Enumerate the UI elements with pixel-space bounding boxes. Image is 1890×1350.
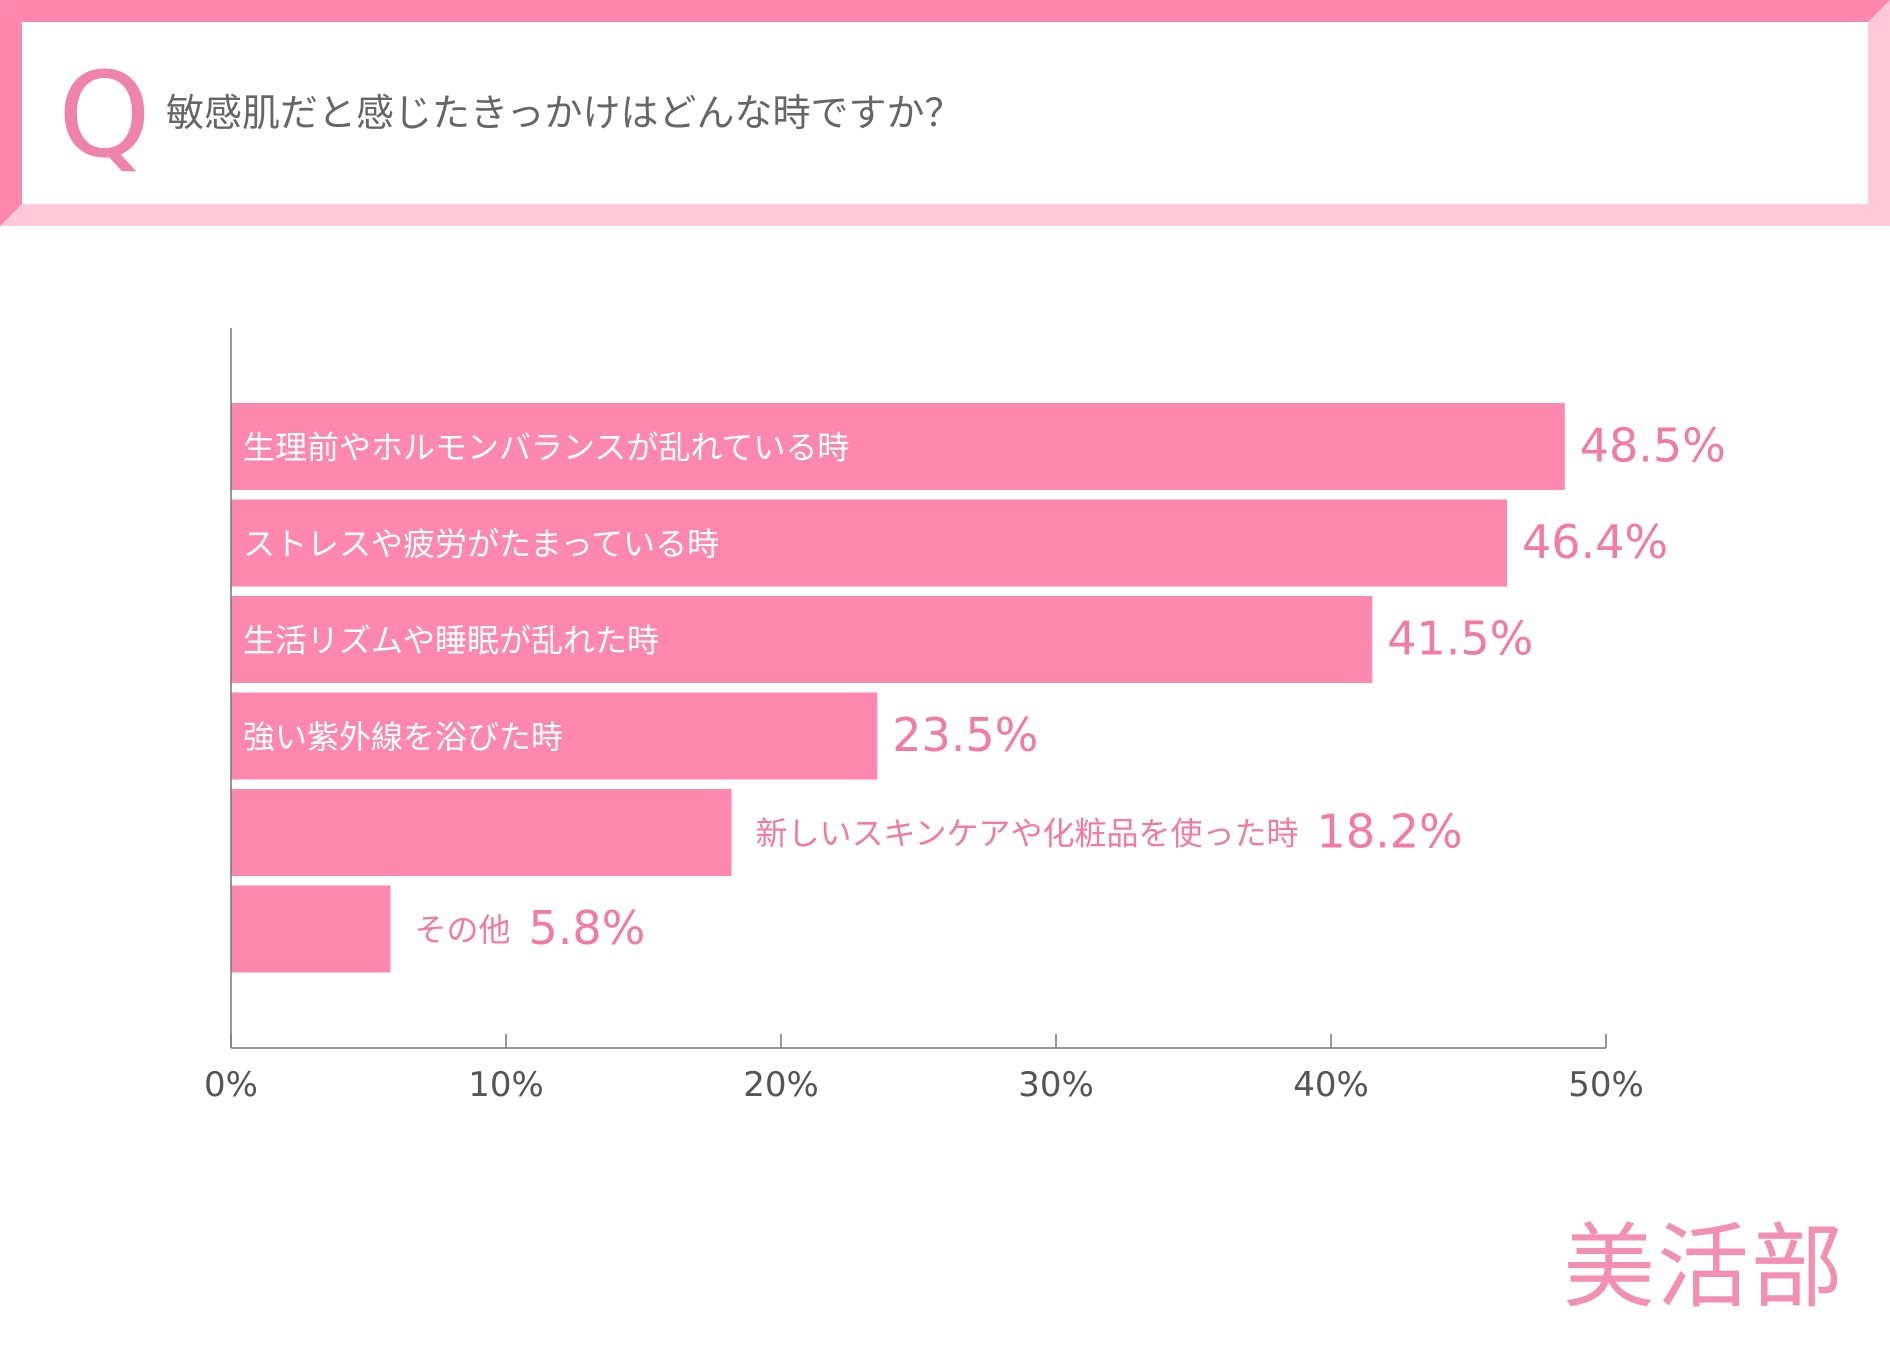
- question-mark-q: Q: [58, 46, 151, 184]
- x-tick-label-2: 20%: [743, 1065, 819, 1105]
- category-label-2: 生活リズムや睡眠が乱れた時: [243, 622, 659, 660]
- x-tick-label-4: 40%: [1293, 1065, 1369, 1105]
- bar-3: [231, 692, 878, 780]
- x-tick-label-0: 0%: [204, 1065, 258, 1105]
- brand-logo: 美活部: [1562, 1214, 1845, 1321]
- header-frame: [0, 0, 1890, 226]
- category-label-1: ストレスや疲労がたまっている時: [243, 525, 719, 563]
- bar-0: [231, 403, 1565, 490]
- value-label-3: 23.5%: [892, 708, 1038, 762]
- value-label-4: 18.2%: [1317, 805, 1463, 859]
- category-label-4: 新しいスキンケアや化粧品を使った時: [756, 815, 1299, 853]
- x-tick-label-1: 10%: [468, 1065, 544, 1105]
- x-tick-label-5: 50%: [1568, 1065, 1644, 1105]
- bar-4: [231, 789, 732, 876]
- value-label-5: 5.8%: [529, 901, 646, 955]
- category-label-0: 生理前やホルモンバランスが乱れている時: [243, 429, 849, 467]
- value-label-1: 46.4%: [1522, 515, 1668, 569]
- value-label-0: 48.5%: [1580, 419, 1726, 473]
- value-label-2: 41.5%: [1387, 612, 1533, 666]
- x-axis: 0% 10% 20% 30% 40% 50%: [204, 328, 1644, 1105]
- category-label-5: その他: [415, 911, 511, 949]
- category-label-3: 強い紫外線を浴びた時: [243, 718, 563, 756]
- bar-5: [231, 885, 391, 973]
- x-tick-label-3: 30%: [1018, 1065, 1094, 1105]
- bar-2: [231, 596, 1373, 683]
- question-title: 敏感肌だと感じたきっかけはどんな時ですか？: [166, 91, 963, 135]
- bar-1: [231, 499, 1507, 587]
- bars: 生理前やホルモンバランスが乱れている時 48.5% ストレスや疲労がたまっている時 4…: [231, 403, 1726, 973]
